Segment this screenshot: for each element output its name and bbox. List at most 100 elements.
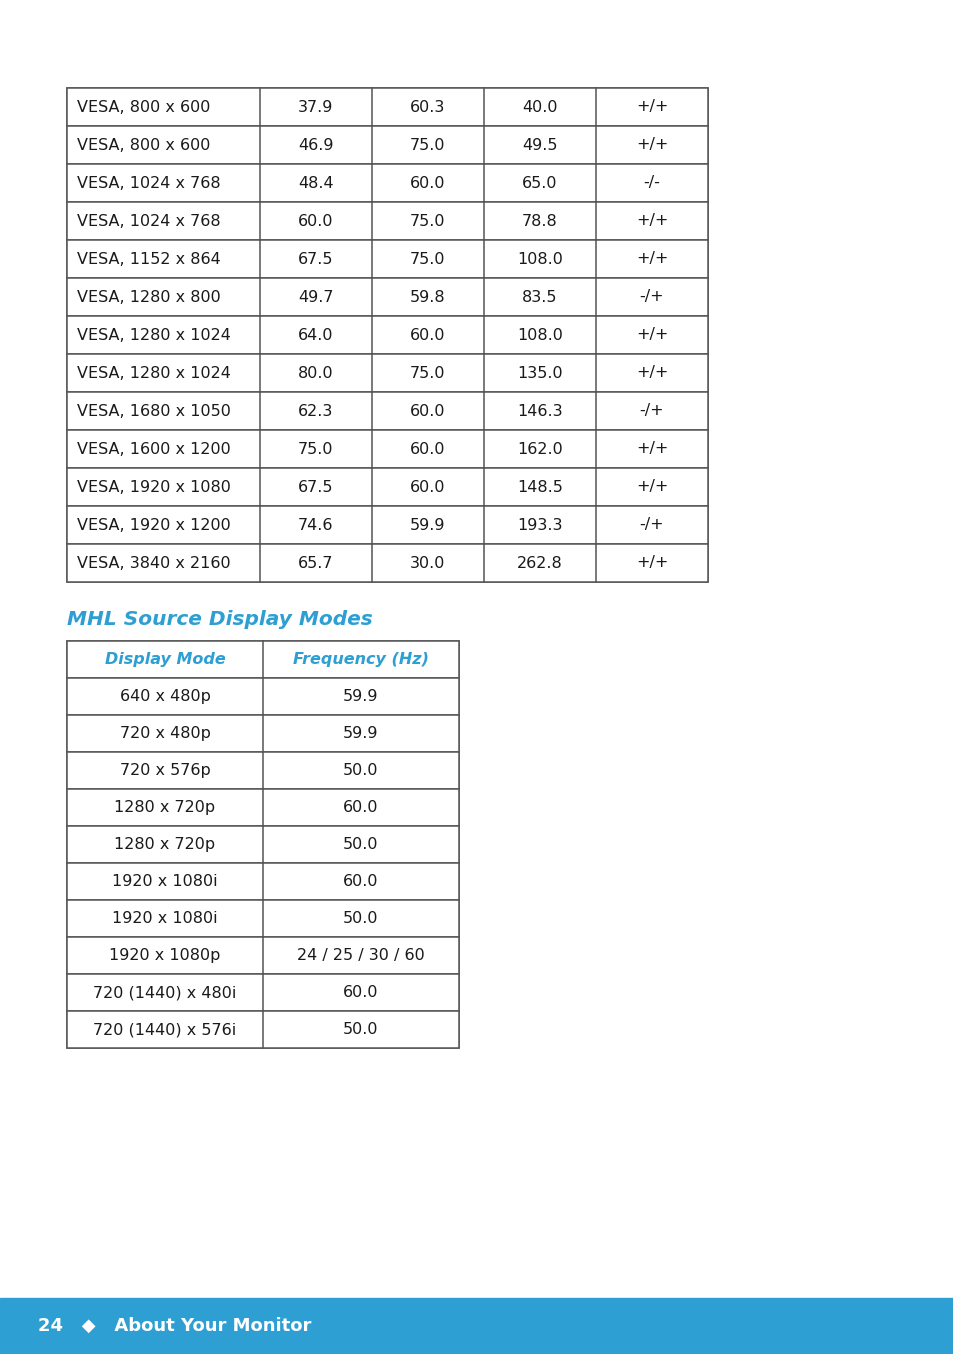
Text: 1920 x 1080i: 1920 x 1080i: [112, 875, 217, 890]
Text: 108.0: 108.0: [517, 252, 562, 267]
Text: VESA, 1600 x 1200: VESA, 1600 x 1200: [77, 441, 231, 456]
Text: +/+: +/+: [635, 214, 667, 229]
Text: 148.5: 148.5: [517, 479, 562, 494]
Bar: [67, 240, 707, 278]
Bar: [67, 506, 707, 544]
Text: -/+: -/+: [639, 290, 663, 305]
Text: 48.4: 48.4: [298, 176, 334, 191]
Text: 24   ◆   About Your Monitor: 24 ◆ About Your Monitor: [38, 1317, 311, 1335]
Text: 135.0: 135.0: [517, 366, 562, 380]
Text: VESA, 1024 x 768: VESA, 1024 x 768: [77, 214, 220, 229]
Text: 80.0: 80.0: [298, 366, 334, 380]
Text: 59.9: 59.9: [343, 689, 378, 704]
Text: 720 x 480p: 720 x 480p: [119, 726, 211, 742]
Bar: [67, 678, 458, 715]
Text: 50.0: 50.0: [343, 837, 378, 853]
Text: 162.0: 162.0: [517, 441, 562, 456]
Text: 1920 x 1080p: 1920 x 1080p: [110, 948, 220, 964]
Text: 720 (1440) x 480i: 720 (1440) x 480i: [93, 986, 236, 1001]
Text: MHL Source Display Modes: MHL Source Display Modes: [67, 611, 373, 630]
Text: 50.0: 50.0: [343, 911, 378, 926]
Bar: [67, 202, 707, 240]
Text: 46.9: 46.9: [298, 138, 334, 153]
Text: 75.0: 75.0: [410, 366, 445, 380]
Text: Display Mode: Display Mode: [105, 653, 225, 668]
Text: 60.0: 60.0: [410, 441, 445, 456]
Bar: [67, 937, 458, 975]
Text: 64.0: 64.0: [298, 328, 334, 343]
Text: 60.0: 60.0: [343, 986, 378, 1001]
Text: +/+: +/+: [635, 441, 667, 456]
Text: 60.0: 60.0: [410, 328, 445, 343]
Text: Frequency (Hz): Frequency (Hz): [293, 653, 429, 668]
Text: VESA, 800 x 600: VESA, 800 x 600: [77, 99, 211, 115]
Text: 75.0: 75.0: [298, 441, 334, 456]
Text: VESA, 1680 x 1050: VESA, 1680 x 1050: [77, 403, 231, 418]
Bar: [67, 789, 458, 826]
Text: -/-: -/-: [643, 176, 659, 191]
Text: -/+: -/+: [639, 403, 663, 418]
Text: 75.0: 75.0: [410, 252, 445, 267]
Text: VESA, 1280 x 1024: VESA, 1280 x 1024: [77, 328, 231, 343]
Bar: [67, 642, 458, 1048]
Bar: [0, 1298, 953, 1354]
Text: 60.0: 60.0: [410, 403, 445, 418]
Text: VESA, 3840 x 2160: VESA, 3840 x 2160: [77, 555, 231, 570]
Text: -/+: -/+: [639, 517, 663, 532]
Text: 49.7: 49.7: [298, 290, 334, 305]
Text: 193.3: 193.3: [517, 517, 562, 532]
Text: 67.5: 67.5: [298, 252, 334, 267]
Text: 24 / 25 / 30 / 60: 24 / 25 / 30 / 60: [296, 948, 424, 964]
Text: +/+: +/+: [635, 138, 667, 153]
Text: 60.0: 60.0: [298, 214, 334, 229]
Text: 65.0: 65.0: [521, 176, 558, 191]
Bar: [67, 826, 458, 864]
Bar: [67, 900, 458, 937]
Bar: [67, 126, 707, 164]
Text: 75.0: 75.0: [410, 138, 445, 153]
Bar: [67, 278, 707, 315]
Text: 60.0: 60.0: [343, 800, 378, 815]
Bar: [67, 753, 458, 789]
Text: 720 (1440) x 576i: 720 (1440) x 576i: [93, 1022, 236, 1037]
Bar: [67, 88, 707, 126]
Text: +/+: +/+: [635, 252, 667, 267]
Bar: [67, 315, 707, 353]
Text: 67.5: 67.5: [298, 479, 334, 494]
Text: 60.0: 60.0: [343, 875, 378, 890]
Text: 75.0: 75.0: [410, 214, 445, 229]
Text: +/+: +/+: [635, 366, 667, 380]
Bar: [67, 715, 458, 753]
Text: 65.7: 65.7: [298, 555, 334, 570]
Bar: [67, 393, 707, 431]
Bar: [67, 544, 707, 582]
Text: 40.0: 40.0: [521, 99, 558, 115]
Bar: [67, 164, 707, 202]
Text: 37.9: 37.9: [298, 99, 334, 115]
Text: 1280 x 720p: 1280 x 720p: [114, 837, 215, 853]
Text: 60.3: 60.3: [410, 99, 445, 115]
Text: 262.8: 262.8: [517, 555, 562, 570]
Bar: [67, 468, 707, 506]
Text: 59.9: 59.9: [343, 726, 378, 742]
Text: VESA, 1920 x 1080: VESA, 1920 x 1080: [77, 479, 231, 494]
Text: +/+: +/+: [635, 328, 667, 343]
Text: 720 x 576p: 720 x 576p: [119, 764, 211, 779]
Text: +/+: +/+: [635, 99, 667, 115]
Bar: [67, 642, 458, 678]
Bar: [67, 431, 707, 468]
Text: 83.5: 83.5: [521, 290, 558, 305]
Text: 59.8: 59.8: [410, 290, 445, 305]
Text: VESA, 1280 x 1024: VESA, 1280 x 1024: [77, 366, 231, 380]
Text: 30.0: 30.0: [410, 555, 445, 570]
Text: 59.9: 59.9: [410, 517, 445, 532]
Text: +/+: +/+: [635, 555, 667, 570]
Text: 60.0: 60.0: [410, 176, 445, 191]
Text: VESA, 1152 x 864: VESA, 1152 x 864: [77, 252, 220, 267]
Text: 50.0: 50.0: [343, 1022, 378, 1037]
Text: 1920 x 1080i: 1920 x 1080i: [112, 911, 217, 926]
Text: 640 x 480p: 640 x 480p: [119, 689, 211, 704]
Text: VESA, 800 x 600: VESA, 800 x 600: [77, 138, 211, 153]
Text: 108.0: 108.0: [517, 328, 562, 343]
Text: +/+: +/+: [635, 479, 667, 494]
